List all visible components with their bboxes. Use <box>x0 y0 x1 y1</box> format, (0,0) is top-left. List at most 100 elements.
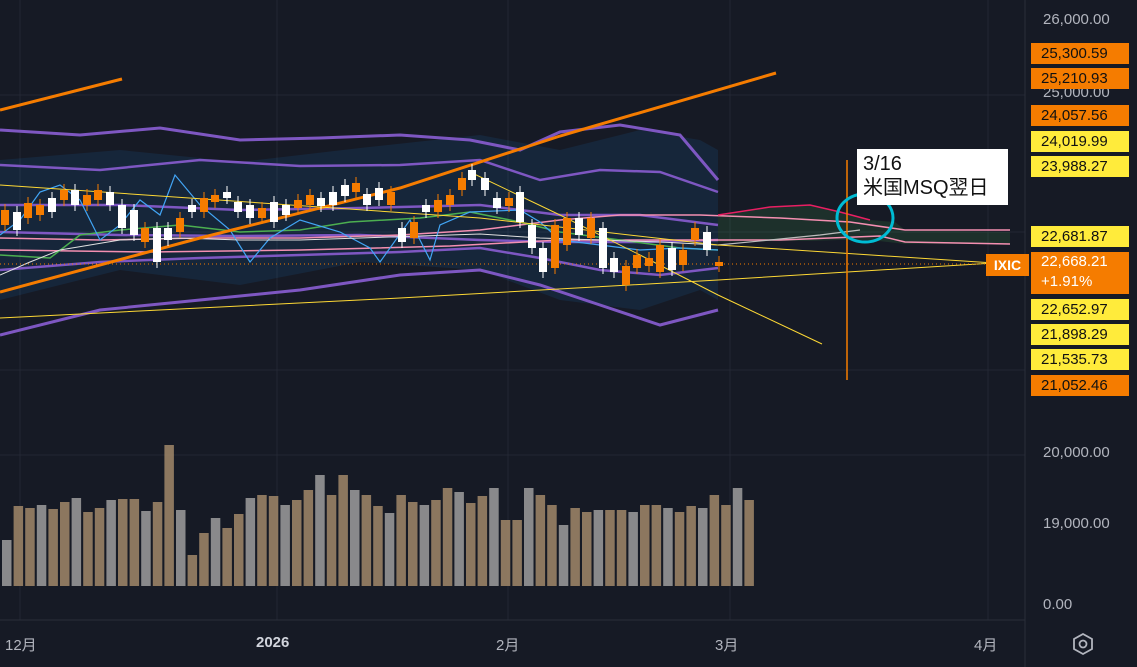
volume-bar <box>477 496 488 586</box>
volume-bar <box>396 495 406 586</box>
candle-body <box>36 205 44 215</box>
candle-body <box>341 185 349 196</box>
volume-bar <box>210 518 221 586</box>
volume-bar <box>709 495 720 586</box>
volume-bar <box>2 540 12 586</box>
candle-body <box>622 266 630 285</box>
candle-body <box>94 190 102 200</box>
candle-body <box>200 198 208 212</box>
candle-body <box>282 205 290 215</box>
volume-bar <box>628 512 638 586</box>
volume-bar <box>338 475 348 586</box>
volume-bar <box>408 502 418 586</box>
volume-bar <box>13 506 24 586</box>
volume-bar <box>524 488 534 586</box>
candle-body <box>493 198 501 208</box>
volume-bar <box>60 502 70 586</box>
band-line <box>0 230 719 244</box>
ichimoku-line <box>0 235 1011 253</box>
candle-body <box>551 225 559 268</box>
price-label: 25,210.93 <box>1031 68 1129 89</box>
volume-bar <box>558 525 569 586</box>
candle-body <box>410 222 418 238</box>
volume-bar <box>454 492 464 586</box>
candle-body <box>645 258 653 266</box>
candle-body <box>668 248 676 270</box>
candle-body <box>446 195 454 205</box>
band-line <box>0 123 720 181</box>
candle-body <box>211 195 219 202</box>
candle-body <box>317 198 325 206</box>
volume-bar <box>94 508 105 586</box>
time-label: 4月 <box>974 637 998 654</box>
ichimoku-line <box>717 204 871 221</box>
candle-body <box>118 205 126 228</box>
volume-bar <box>164 445 174 586</box>
annotation-date: 3/16 <box>863 153 902 175</box>
volume-bar <box>489 488 499 586</box>
candle-body <box>294 200 302 208</box>
candle-body <box>458 178 466 190</box>
volume-bar <box>686 506 696 586</box>
annotation-text: 米国MSQ翌日 <box>863 177 989 199</box>
candle-body <box>363 194 371 205</box>
volume-bar <box>83 512 93 586</box>
volume-bar <box>616 510 627 586</box>
volume-bar <box>605 510 615 586</box>
candle-body <box>223 192 231 198</box>
volume-bar <box>535 495 546 586</box>
candle-body <box>141 228 149 242</box>
candle-body <box>575 218 583 235</box>
volume-bar <box>640 505 650 586</box>
symbol-label: IXIC <box>986 254 1029 276</box>
price-tick: 26,000.00 <box>1043 11 1110 28</box>
price-change: +1.91% <box>1041 273 1093 290</box>
volume-bar <box>593 510 604 586</box>
time-label: 2月 <box>496 637 520 654</box>
ma-line <box>717 229 861 246</box>
volume-bar <box>442 488 453 586</box>
ma-line <box>0 233 719 276</box>
candle-body <box>106 192 114 205</box>
time-label: 12月 <box>5 637 37 654</box>
volume-bar <box>431 500 441 586</box>
current-price-label: 22,668.21 +1.91% <box>1031 252 1129 294</box>
volume-bar <box>350 490 360 586</box>
candle-body <box>60 190 68 200</box>
volume-bar <box>292 500 302 586</box>
volume-bar <box>547 505 557 586</box>
candle-body <box>176 218 184 232</box>
volume-bar <box>257 495 267 586</box>
candle-body <box>1 210 9 225</box>
volume-bar <box>744 500 754 586</box>
settings-icon[interactable] <box>1069 632 1097 660</box>
candle-body <box>610 258 618 272</box>
candle-body <box>258 208 266 218</box>
price-label: 21,898.29 <box>1031 324 1129 345</box>
candle-body <box>703 232 711 250</box>
text-annotation[interactable]: 3/16 米国MSQ翌日 <box>857 149 1008 205</box>
volume-bar <box>176 510 186 586</box>
volume-bar <box>234 514 244 586</box>
trend-line <box>0 261 1011 319</box>
volume-bar <box>361 495 372 586</box>
volume-bar <box>732 488 743 586</box>
volume-bar <box>303 490 314 586</box>
candle-body <box>422 205 430 212</box>
volume-bar <box>373 506 383 586</box>
volume-bar <box>129 499 140 586</box>
price-label: 22,681.87 <box>1031 226 1129 247</box>
candle-body <box>270 202 278 222</box>
volume-bar <box>512 520 522 586</box>
price-label: 21,052.46 <box>1031 375 1129 396</box>
candle-body <box>516 192 524 222</box>
volume-bar <box>187 555 198 586</box>
volume-bar <box>419 505 430 586</box>
volume-bar <box>698 508 708 586</box>
volume-bar <box>268 496 279 586</box>
trend-line <box>0 77 123 112</box>
band-fill <box>0 130 718 310</box>
volume-bar <box>106 500 116 586</box>
